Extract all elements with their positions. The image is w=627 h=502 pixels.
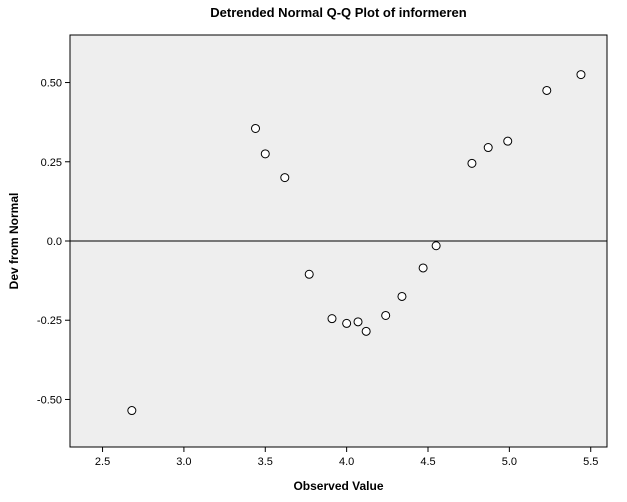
- data-point: [432, 242, 440, 250]
- y-tick-label: -0.50: [37, 394, 62, 406]
- data-point: [398, 292, 406, 300]
- x-tick-label: 2.5: [95, 456, 110, 468]
- y-tick-label: 0.50: [41, 78, 62, 90]
- x-axis-label: Observed Value: [293, 479, 383, 493]
- x-tick-label: 5.0: [502, 456, 517, 468]
- data-point: [343, 319, 351, 327]
- data-point: [504, 137, 512, 145]
- data-point: [252, 124, 260, 132]
- data-point: [484, 144, 492, 152]
- y-axis-label: Dev from Normal: [7, 193, 21, 290]
- data-point: [305, 270, 313, 278]
- data-point: [419, 264, 427, 272]
- x-tick-label: 4.5: [420, 456, 435, 468]
- y-tick-label: -0.25: [37, 315, 62, 327]
- data-point: [468, 159, 476, 167]
- x-tick-label: 4.0: [339, 456, 354, 468]
- x-tick-label: 3.0: [176, 456, 191, 468]
- data-point: [543, 86, 551, 94]
- x-tick-label: 3.5: [258, 456, 273, 468]
- data-point: [354, 318, 362, 326]
- data-point: [382, 311, 390, 319]
- data-point: [328, 315, 336, 323]
- data-point: [261, 150, 269, 158]
- chart-title: Detrended Normal Q-Q Plot of informeren: [210, 5, 466, 20]
- data-point: [128, 407, 136, 415]
- x-tick-label: 5.5: [583, 456, 598, 468]
- data-point: [362, 327, 370, 335]
- chart-svg: Detrended Normal Q-Q Plot of informeren 2…: [0, 0, 627, 502]
- data-point: [281, 174, 289, 182]
- y-tick-label: 0.0: [47, 236, 62, 248]
- data-point: [577, 71, 585, 79]
- y-tick-label: 0.25: [41, 157, 62, 169]
- qq-plot-chart: Detrended Normal Q-Q Plot of informeren 2…: [0, 0, 627, 502]
